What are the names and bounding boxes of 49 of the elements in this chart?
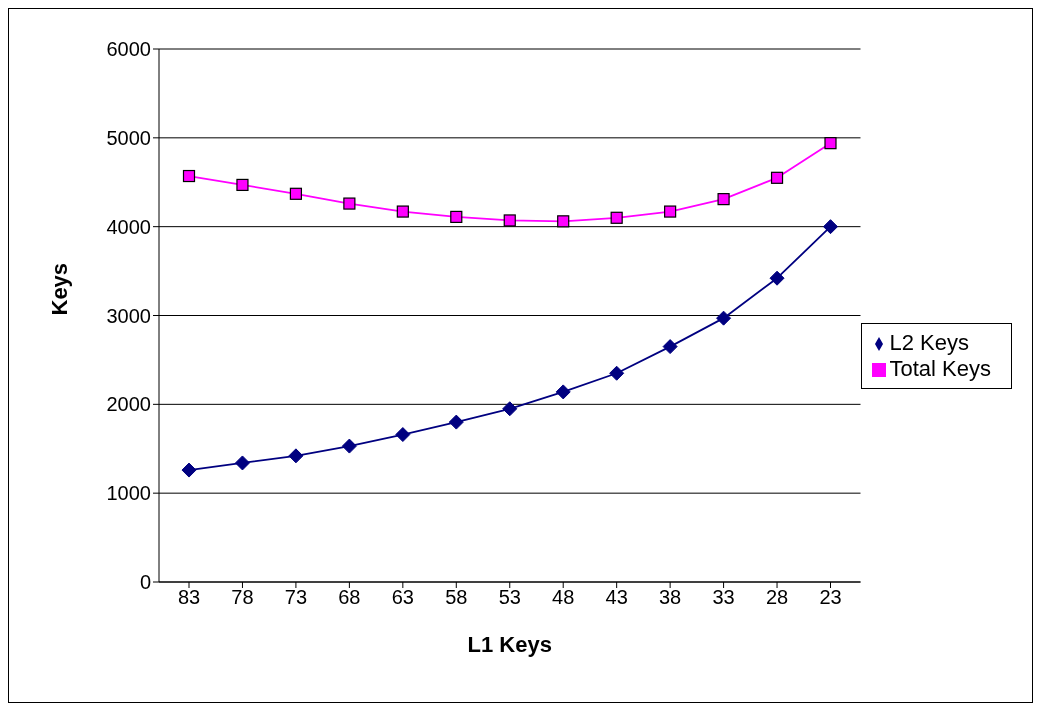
- point: [769, 270, 785, 286]
- point: [664, 205, 677, 218]
- point: [450, 210, 463, 223]
- point: [395, 427, 411, 443]
- x-tick-label: 68: [338, 586, 361, 609]
- x-tick-label: 63: [391, 586, 414, 609]
- point: [396, 205, 409, 218]
- point: [448, 414, 464, 430]
- x-tick-label: 43: [605, 586, 628, 609]
- x-tick-label: 23: [819, 586, 842, 609]
- point: [502, 401, 518, 417]
- point: [181, 462, 197, 478]
- point: [609, 365, 625, 381]
- x-tick-label: 83: [177, 586, 201, 609]
- point: [555, 384, 571, 400]
- x-axis-title: L1 Keys: [467, 632, 552, 657]
- point: [824, 137, 837, 150]
- point: [610, 211, 623, 224]
- point: [234, 455, 250, 471]
- point: [823, 219, 838, 235]
- point: [770, 171, 784, 184]
- y-tick-label: 5000: [106, 126, 151, 149]
- point: [341, 438, 357, 454]
- y-tick-label: 1000: [106, 482, 151, 505]
- y-axis-title: Keys: [46, 262, 72, 316]
- x-tick-label: 78: [231, 586, 254, 609]
- point: [557, 215, 570, 228]
- point: [343, 197, 356, 210]
- x-tick-label: 73: [284, 586, 308, 609]
- point: [716, 310, 732, 326]
- y-tick-label: 0: [139, 571, 151, 594]
- x-tick-label: 53: [498, 586, 521, 609]
- x-tick-label: 38: [659, 586, 682, 609]
- y-tick-label: 6000: [106, 38, 151, 61]
- x-tick-label: 48: [552, 586, 575, 609]
- point: [662, 339, 678, 355]
- y-tick-label: 4000: [106, 215, 151, 238]
- point: [289, 187, 303, 200]
- y-tick-label: 3000: [106, 304, 151, 327]
- point: [182, 169, 196, 183]
- point: [236, 178, 249, 192]
- point: [288, 448, 304, 464]
- legend-label: L2 Keys: [889, 329, 969, 355]
- legend-label: Total Keys: [889, 355, 991, 381]
- point: [503, 214, 516, 227]
- x-tick-label: 33: [712, 586, 735, 609]
- y-tick-label: 2000: [106, 393, 151, 416]
- x-tick-label: 58: [445, 586, 468, 609]
- x-tick-label: 28: [765, 586, 789, 609]
